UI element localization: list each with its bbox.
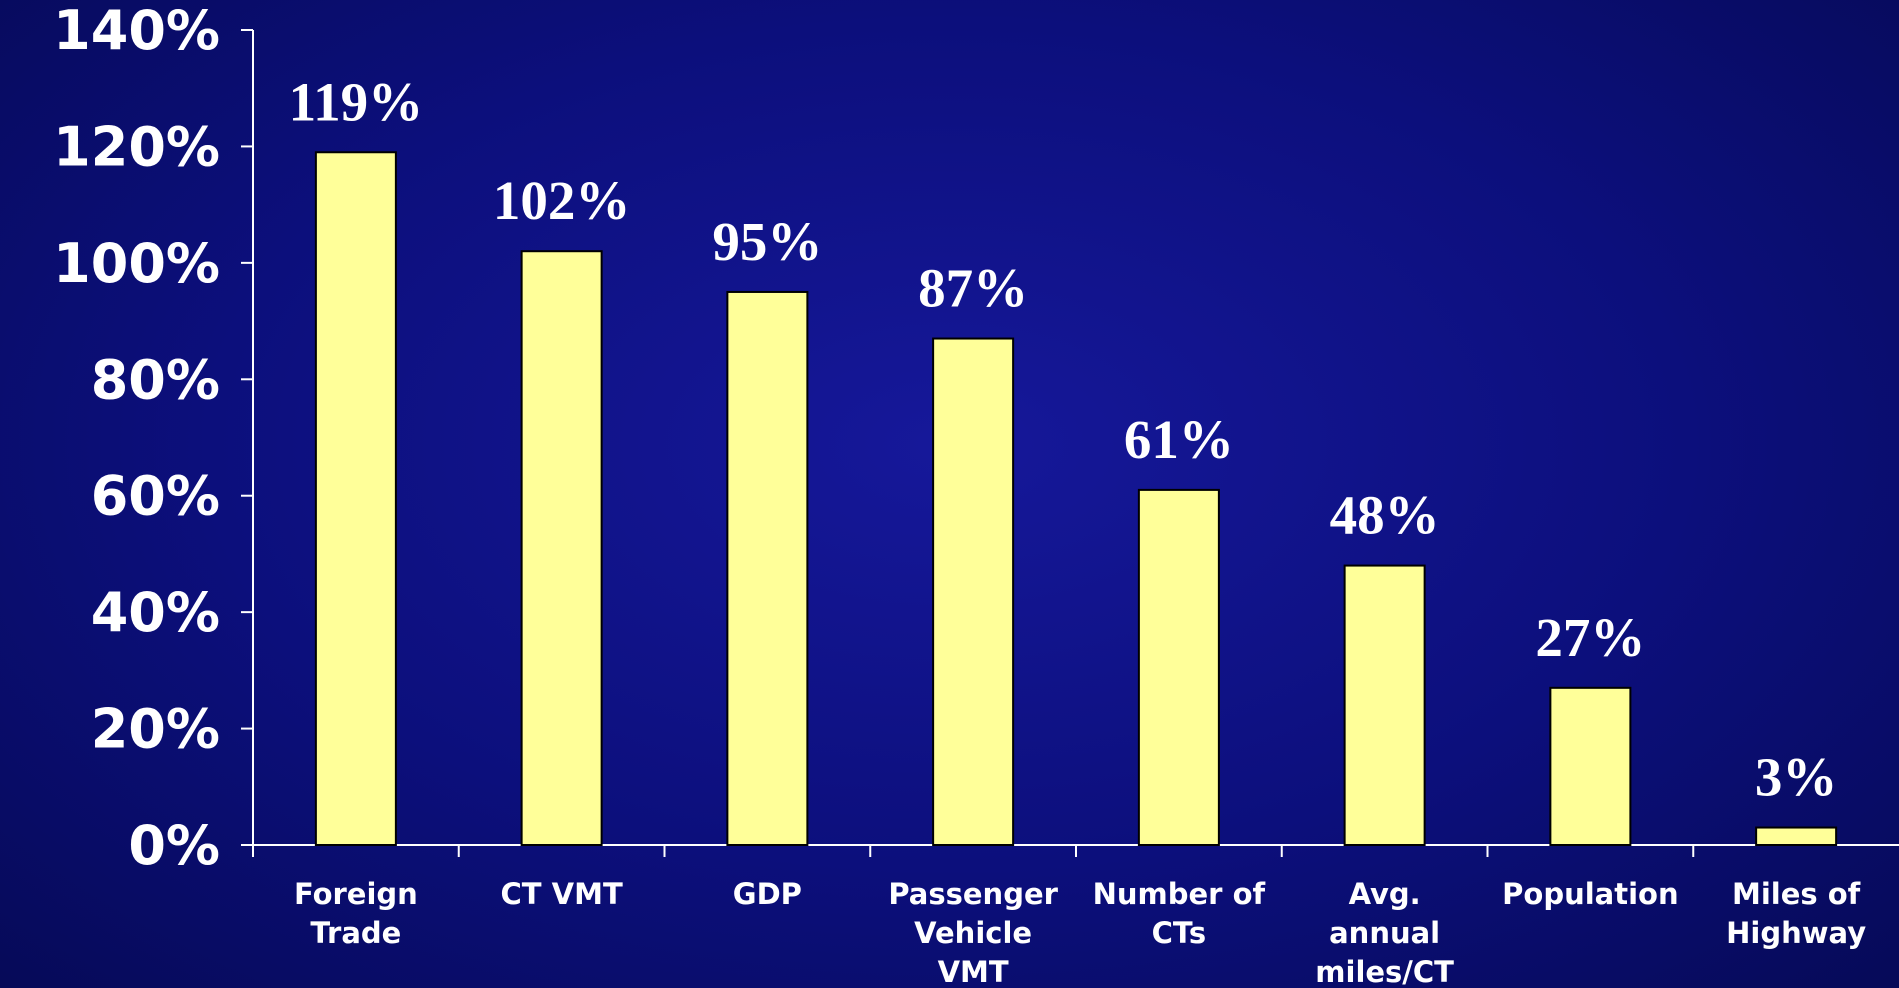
category-label-line: Number of [1093, 877, 1266, 911]
category-label: Foreign Trade [294, 877, 418, 950]
category-label-line: CTs [1152, 916, 1206, 950]
category-label-line: Foreign [294, 877, 418, 911]
bar [520, 250, 603, 846]
category-label-line: Vehicle [914, 916, 1032, 950]
data-label: 27% [1535, 607, 1645, 668]
bar [1755, 826, 1838, 846]
category-label: Number of CTs [1093, 877, 1266, 950]
bar [726, 290, 809, 846]
bar [1343, 564, 1426, 846]
bar [314, 151, 397, 846]
category-label-line: Population [1502, 877, 1678, 911]
y-tick-label: 120% [53, 115, 220, 178]
category-label-line: miles/CT [1315, 955, 1454, 988]
category-label-line: CT VMT [501, 877, 623, 911]
data-label: 119% [289, 71, 423, 132]
chart-labels: 0% 20% 40% 60% 80% 100% 120% 140% 119% Foreign Tra… [53, 0, 1866, 988]
data-label: 95% [712, 211, 822, 272]
y-tick-label: 20% [91, 698, 220, 761]
data-label: 61% [1124, 409, 1234, 470]
category-label-line: annual [1329, 916, 1440, 950]
category-label: Miles of Highway [1726, 877, 1866, 950]
bar [1137, 488, 1220, 846]
data-label: 3% [1755, 747, 1838, 808]
category-label-line: Highway [1726, 916, 1866, 950]
y-tick-label: 40% [91, 581, 220, 644]
y-tick-label: 80% [91, 348, 220, 411]
y-tick-label: 100% [53, 232, 220, 295]
category-label: Population [1502, 877, 1678, 911]
data-label: 87% [918, 258, 1028, 319]
data-label: 48% [1330, 485, 1440, 546]
category-label-line: VMT [938, 955, 1009, 988]
chart-bars [314, 151, 1838, 846]
y-tick-label: 60% [91, 465, 220, 528]
category-label-line: Avg. [1349, 877, 1421, 911]
category-label-line: Miles of [1732, 877, 1861, 911]
category-label-line: Trade [310, 916, 401, 950]
bar [932, 337, 1015, 846]
y-tick-label: 140% [53, 0, 220, 62]
category-label: CT VMT [501, 877, 623, 911]
category-label: Avg. annual miles/CT [1315, 877, 1454, 988]
data-label: 102% [493, 170, 631, 231]
category-label: Passenger Vehicle VMT [888, 877, 1058, 988]
category-label: GDP [733, 877, 802, 911]
bar [1549, 686, 1632, 846]
category-label-line: Passenger [888, 877, 1058, 911]
category-label-line: GDP [733, 877, 802, 911]
y-tick-label: 0% [128, 814, 220, 877]
chart-axes [241, 29, 1899, 857]
